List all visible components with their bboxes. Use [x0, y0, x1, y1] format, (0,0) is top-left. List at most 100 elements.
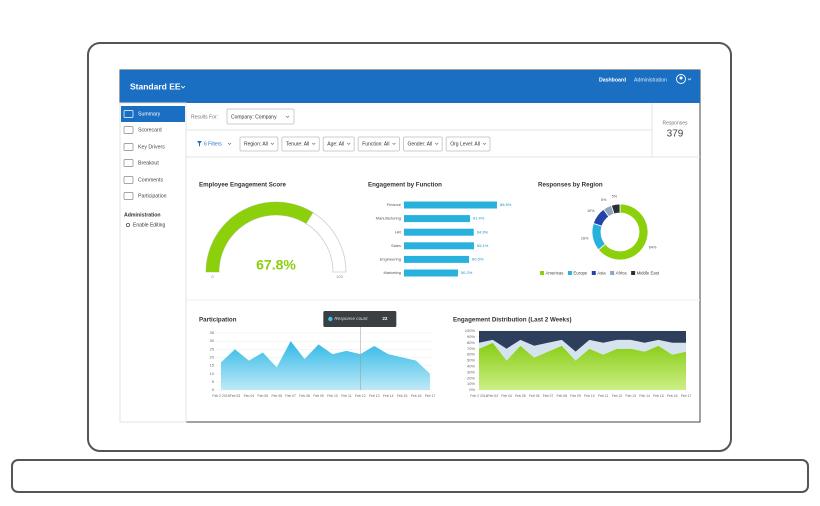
- filter-dropdown[interactable]: [281, 136, 320, 152]
- tooltip-dot: [328, 316, 333, 322]
- slice-label: 16%: [581, 237, 589, 241]
- gauge-label: 67.8%: [256, 257, 296, 273]
- sidebar-icon: [123, 110, 134, 118]
- company-value: Company: Company: [231, 114, 277, 120]
- filter-label: Age: All: [327, 141, 344, 147]
- x-tick-label: Feb 04: [244, 394, 255, 398]
- tooltip-label: Response count: [334, 316, 368, 321]
- x-tick-label: Feb 10: [584, 394, 595, 398]
- legend-swatch: [540, 271, 544, 275]
- filter-dropdown[interactable]: [445, 136, 491, 152]
- x-tick-label: Feb 04: [501, 394, 512, 398]
- gauge-tick-label: 100: [336, 274, 343, 279]
- bar: [404, 215, 471, 223]
- bar-value-label: 60.5%: [472, 256, 484, 261]
- y-tick-label: 50%: [467, 358, 475, 363]
- legend-swatch: [567, 271, 572, 275]
- x-tick-label: Feb 07: [285, 394, 296, 398]
- x-tick-label: Feb 05: [515, 394, 526, 398]
- bar-value-label: 61.4%: [473, 216, 485, 221]
- stacked-area: [479, 339, 686, 361]
- tooltip: [323, 311, 397, 327]
- bar-category: Manufacturing: [376, 216, 401, 221]
- user-icon-head: [679, 76, 683, 80]
- x-tick-label: Feb 05: [258, 394, 269, 398]
- filters-button[interactable]: 6 Filters: [204, 141, 222, 147]
- sidebar-icon: [123, 192, 134, 200]
- donut-slice: [610, 203, 621, 215]
- company-dropdown[interactable]: [226, 108, 295, 125]
- chevron: [180, 85, 186, 89]
- slice-label: 5%: [601, 198, 607, 202]
- bar-category: Sales: [391, 243, 401, 248]
- bar: [404, 269, 458, 277]
- sidebar: [119, 102, 187, 423]
- nav-link[interactable]: Dashboard: [599, 77, 626, 83]
- bar-value-label: 65.1%: [477, 243, 489, 248]
- filter-dropdown[interactable]: [402, 136, 443, 152]
- filter-dropdown[interactable]: [322, 136, 355, 152]
- gauge-tick-label: 0: [211, 274, 214, 279]
- filter-dropdown[interactable]: [357, 136, 400, 152]
- x-tick-label: Feb 14: [639, 394, 650, 398]
- filter-dropdown[interactable]: [239, 136, 279, 152]
- sidebar-active: [121, 106, 185, 122]
- x-tick-label: Feb 17: [681, 394, 692, 398]
- user-icon[interactable]: [676, 74, 686, 84]
- y-tick-label: 35: [210, 330, 215, 335]
- x-tick-label: Feb 11: [598, 394, 608, 398]
- app-title[interactable]: Standard EE: [130, 81, 181, 91]
- slice-label: 64%: [649, 245, 657, 249]
- filter-label: Org Level: All: [450, 141, 480, 147]
- sidebar-item[interactable]: Scorecard: [138, 127, 162, 133]
- y-tick-label: 60%: [467, 352, 475, 357]
- sidebar-section: Administration: [124, 212, 161, 218]
- bar: [404, 242, 474, 250]
- y-tick-label: 20: [210, 354, 215, 359]
- chart-title: Responses by Region: [538, 182, 603, 189]
- legend-swatch: [591, 271, 596, 275]
- chart-title: Participation: [199, 317, 237, 324]
- laptop-base: [11, 459, 809, 493]
- x-tick-label: Feb 13: [626, 394, 637, 398]
- chevron: [482, 142, 487, 145]
- tooltip-value: 22: [382, 316, 388, 321]
- x-tick-label: Feb 13: [369, 394, 380, 398]
- filter-label: Function: All: [362, 141, 389, 147]
- x-tick-label: Feb 09: [570, 394, 581, 398]
- bar-category: Marketing: [383, 270, 401, 275]
- bar-category: HR: [395, 229, 401, 234]
- responses-count: 379: [667, 129, 684, 140]
- y-tick-label: 90%: [467, 334, 475, 339]
- bar-category: Finance: [387, 202, 402, 207]
- top-bar: [120, 70, 700, 103]
- x-tick-label: Feb 06: [529, 394, 540, 398]
- chevron: [687, 78, 692, 81]
- sidebar-item[interactable]: Participation: [138, 193, 167, 199]
- x-tick-label: Feb 03: [488, 394, 499, 398]
- nav-link[interactable]: Administration: [634, 77, 667, 83]
- enable-editing[interactable]: Enable Editing: [133, 222, 165, 228]
- legend-swatch: [610, 271, 615, 275]
- slice-label: 10%: [587, 209, 595, 213]
- filter-label: Region: All: [244, 141, 268, 147]
- x-tick-label: Feb 16: [667, 394, 678, 398]
- chevron: [227, 142, 232, 145]
- chevron: [435, 142, 439, 145]
- sidebar-item[interactable]: Summary: [138, 111, 161, 117]
- slice-label: 5%: [612, 194, 618, 198]
- sidebar-icon: [123, 176, 134, 184]
- y-tick-label: 0%: [469, 387, 475, 392]
- sidebar-item[interactable]: Comments: [138, 177, 163, 183]
- stacked-area: [479, 331, 686, 352]
- y-tick-label: 25: [210, 346, 215, 351]
- y-tick-label: 100%: [465, 328, 476, 333]
- filter-label: Gender: All: [407, 141, 432, 147]
- y-tick-label: 70%: [467, 346, 475, 351]
- y-tick-label: 5: [212, 379, 215, 384]
- legend-swatch: [631, 271, 636, 275]
- x-tick-label: Feb 15: [397, 394, 408, 398]
- sidebar-item[interactable]: Breakout: [138, 160, 159, 166]
- sidebar-item[interactable]: Key Drivers: [138, 144, 165, 150]
